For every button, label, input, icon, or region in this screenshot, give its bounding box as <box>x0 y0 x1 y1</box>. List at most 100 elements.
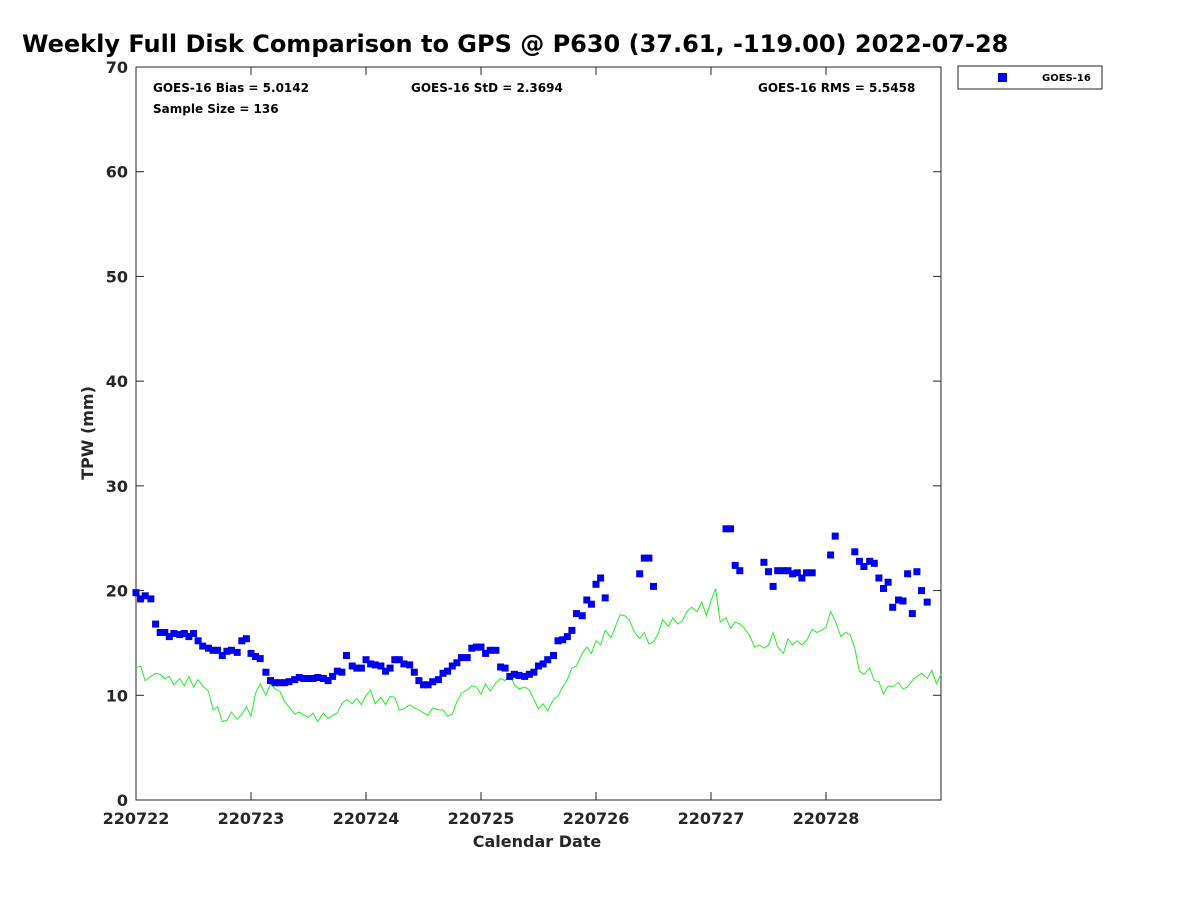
goes16-point <box>161 629 169 636</box>
goes16-point <box>333 667 341 675</box>
goes16-point <box>559 636 567 644</box>
x-tick-label: 220722 <box>103 809 170 828</box>
goes16-point <box>760 558 768 566</box>
goes16-point <box>141 592 149 600</box>
y-tick-label: 0 <box>117 791 128 810</box>
goes16-point <box>242 635 250 643</box>
goes16-point <box>530 668 538 676</box>
legend-marker <box>998 73 1007 82</box>
goes16-point <box>233 648 241 656</box>
goes16-point <box>587 600 595 608</box>
goes16-point <box>765 568 772 576</box>
goes16-point <box>180 630 188 637</box>
goes16-point <box>247 649 255 657</box>
goes16-point <box>554 637 562 645</box>
goes16-point <box>601 594 609 602</box>
goes16-point <box>784 567 792 575</box>
goes16-point <box>889 603 897 611</box>
goes16-point <box>597 574 605 582</box>
y-tick-label: 30 <box>106 477 128 496</box>
goes16-point <box>855 557 863 565</box>
goes16-point <box>913 568 921 576</box>
goes16-point <box>357 664 365 672</box>
goes16-point <box>923 598 931 606</box>
goes16-point <box>521 672 529 680</box>
plot-area <box>135 66 942 801</box>
goes16-point <box>170 630 178 637</box>
goes16-point <box>386 664 394 672</box>
goes16-point <box>395 656 403 664</box>
goes16-point <box>262 668 270 676</box>
goes16-point <box>640 554 648 562</box>
goes16-point <box>506 672 514 680</box>
goes16-point <box>429 678 437 686</box>
goes16-point <box>453 659 461 667</box>
goes16-point <box>300 675 308 682</box>
chart-title: Weekly Full Disk Comparison to GPS @ P63… <box>22 30 1009 58</box>
goes16-point <box>482 649 490 657</box>
goes16-point <box>510 670 518 678</box>
rms-stat: GOES-16 RMS = 5.5458 <box>758 81 915 95</box>
goes16-point <box>371 661 379 669</box>
y-axis-label: TPW (mm) <box>78 386 97 480</box>
goes16-point <box>578 612 586 620</box>
goes16-point <box>769 582 777 590</box>
legend: GOES-16 <box>957 65 1103 90</box>
goes16-point <box>377 662 385 670</box>
goes16-point <box>866 557 874 565</box>
goes16-point <box>895 596 902 604</box>
goes16-point <box>727 525 734 533</box>
goes16-point <box>165 633 173 641</box>
goes16-point <box>400 660 408 668</box>
goes16-point <box>353 664 361 672</box>
x-tick-label: 220723 <box>218 809 285 828</box>
goes16-point <box>870 559 878 567</box>
goes16-point <box>880 585 887 592</box>
goes16-point <box>291 676 299 684</box>
goes16-point <box>204 644 212 652</box>
goes16-point <box>472 643 480 651</box>
goes16-point <box>515 671 523 679</box>
goes16-point <box>362 656 370 664</box>
goes16-point <box>731 561 739 569</box>
goes16-point <box>904 570 912 578</box>
goes16-point <box>798 574 806 582</box>
sample-size-stat: Sample Size = 136 <box>153 102 279 116</box>
goes16-point <box>774 567 782 575</box>
goes16-point <box>348 662 356 670</box>
x-tick-label: 220724 <box>333 809 400 828</box>
goes16-point <box>736 567 744 575</box>
legend-box <box>957 65 1103 90</box>
goes16-point <box>501 664 509 672</box>
goes16-point <box>457 654 465 662</box>
series-layer <box>132 525 942 723</box>
goes16-point <box>410 668 418 676</box>
goes16-point <box>319 675 327 682</box>
y-tick-label: 20 <box>106 582 128 601</box>
goes16-point <box>583 596 591 604</box>
y-tick-label: 60 <box>106 163 128 182</box>
goes16-point <box>314 674 322 681</box>
goes16-point <box>420 681 427 689</box>
goes16-point <box>568 626 576 634</box>
goes16-point <box>152 620 160 628</box>
goes16-point <box>535 662 542 670</box>
goes16-point <box>448 662 456 670</box>
y-tick-label: 40 <box>106 372 128 391</box>
goes16-point <box>209 646 217 654</box>
goes16-point <box>199 642 207 650</box>
goes16-point <box>329 672 337 680</box>
goes16-point <box>406 661 414 669</box>
goes16-point <box>137 595 145 603</box>
goes16-point <box>256 655 264 663</box>
goes16-point <box>908 610 916 618</box>
y-tick-label: 10 <box>106 686 128 705</box>
goes16-point <box>486 646 494 654</box>
goes16-point <box>434 676 442 684</box>
goes16-point <box>463 654 471 662</box>
goes16-point <box>793 569 801 577</box>
goes16-point <box>827 551 835 559</box>
goes16-point <box>636 570 644 578</box>
goes16-point <box>831 532 839 540</box>
goes16-point <box>803 569 810 577</box>
